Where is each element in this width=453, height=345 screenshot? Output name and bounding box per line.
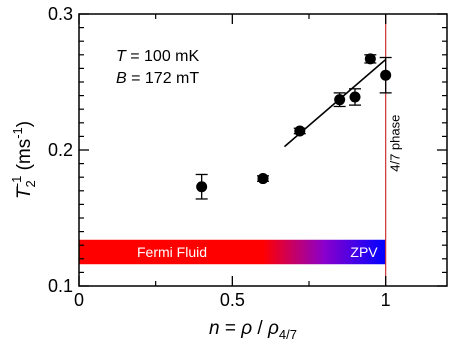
data-point — [257, 173, 269, 185]
data-point — [349, 88, 361, 106]
phase-boundary-label: 4/7 phase — [388, 115, 403, 172]
vline-layer: 4/7 phase — [385, 14, 403, 286]
y-tick-label: 0.2 — [48, 140, 73, 160]
data-marker — [364, 53, 376, 65]
band-label-fermi-fluid: Fermi Fluid — [137, 244, 207, 260]
data-point — [293, 125, 306, 137]
data-point — [379, 56, 392, 94]
data-marker — [380, 69, 392, 81]
data-point — [195, 173, 208, 200]
data-marker — [196, 181, 208, 193]
band-zpv — [263, 239, 386, 265]
band-fermi-fluid — [79, 239, 263, 265]
data-marker — [257, 173, 269, 185]
data-point — [364, 53, 377, 65]
annotations-layer: T = 100 mK B = 172 mT — [116, 48, 199, 87]
points-layer — [195, 53, 392, 200]
y-tick-label: 0.3 — [48, 4, 73, 24]
data-marker — [349, 91, 361, 103]
bands-layer: Fermi Fluid ZPV — [79, 239, 386, 265]
y-axis-label: T2-1 (ms-1) — [9, 121, 38, 199]
y-tick-label: 0.1 — [48, 276, 73, 296]
x-tick-label: 0 — [74, 290, 84, 310]
annotation-temperature: T = 100 mK — [116, 48, 199, 65]
data-marker — [334, 94, 346, 106]
x-axis-label: n = ρ / ρ4/7 — [209, 318, 297, 342]
ticks-layer — [78, 13, 447, 287]
data-point — [333, 92, 346, 108]
x-tick-label: 0.5 — [220, 290, 245, 310]
data-marker — [294, 125, 306, 137]
band-label-zpv: ZPV — [350, 244, 378, 260]
tick-labels-layer: 0 0.5 1 0.1 0.2 0.3 — [48, 4, 391, 310]
x-tick-label: 1 — [381, 290, 391, 310]
annotation-field: B = 172 mT — [116, 70, 199, 87]
